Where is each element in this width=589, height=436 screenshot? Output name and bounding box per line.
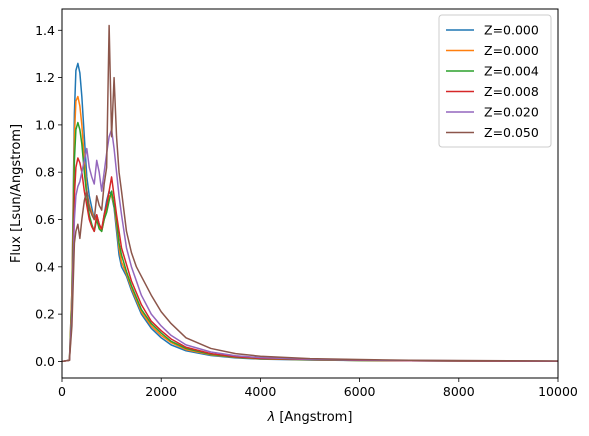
series-line-5 bbox=[61, 24, 559, 363]
legend-entry-1: Z=0.000 bbox=[446, 43, 539, 58]
x-tick-label: 4000 bbox=[244, 384, 276, 399]
y-tick-label: 0.2 bbox=[35, 307, 55, 322]
x-tick-label: 8000 bbox=[443, 384, 475, 399]
x-tick-label: 2000 bbox=[145, 384, 177, 399]
series-layer bbox=[61, 24, 559, 363]
y-axis-label: Flux [Lsun/Angstrom] bbox=[9, 124, 24, 263]
legend-entry-5: Z=0.050 bbox=[446, 125, 539, 140]
x-axis-label-symbol: λ bbox=[267, 410, 276, 425]
legend-entry-2: Z=0.004 bbox=[446, 64, 539, 79]
legend-label: Z=0.004 bbox=[484, 64, 539, 79]
legend-entry-0: Z=0.000 bbox=[446, 23, 539, 38]
x-tick-label: 0 bbox=[58, 384, 66, 399]
x-axis-ticks: 0 2000 4000 6000 8000 10000 bbox=[58, 378, 578, 399]
y-tick-label: 0.0 bbox=[35, 354, 55, 369]
y-tick-label: 1.4 bbox=[35, 23, 55, 38]
y-tick-label: 0.4 bbox=[35, 259, 55, 274]
legend-entry-4: Z=0.020 bbox=[446, 105, 539, 120]
y-tick-label: 0.8 bbox=[35, 165, 55, 180]
series-line-3 bbox=[61, 157, 559, 363]
legend-label: Z=0.008 bbox=[484, 84, 539, 99]
legend-box bbox=[438, 14, 552, 148]
legend-label: Z=0.050 bbox=[484, 125, 539, 140]
y-tick-label: 1.0 bbox=[35, 117, 55, 132]
legend-entry-3: Z=0.008 bbox=[446, 84, 539, 99]
legend-label: Z=0.020 bbox=[484, 105, 539, 120]
x-axis-label-unit: [Angstrom] bbox=[279, 410, 352, 425]
legend: Z=0.000 Z=0.000 Z=0.004 Z=0.008 Z=0.020 Z=0.0… bbox=[438, 14, 552, 148]
legend-label: Z=0.000 bbox=[484, 43, 539, 58]
y-axis-ticks: 0.0 0.2 0.4 0.6 0.8 1.0 1.2 1.4 bbox=[35, 23, 62, 369]
x-tick-label: 10000 bbox=[538, 384, 578, 399]
series-line-4 bbox=[61, 128, 559, 363]
x-tick-label: 6000 bbox=[344, 384, 376, 399]
y-tick-label: 0.6 bbox=[35, 212, 55, 227]
x-axis-label: λ [Angstrom] bbox=[267, 410, 353, 425]
legend-items: Z=0.000 Z=0.000 Z=0.004 Z=0.008 Z=0.020 Z=0.0… bbox=[446, 23, 539, 140]
y-tick-label: 1.2 bbox=[35, 70, 55, 85]
legend-label: Z=0.000 bbox=[484, 23, 539, 38]
plot-frame bbox=[61, 8, 559, 379]
